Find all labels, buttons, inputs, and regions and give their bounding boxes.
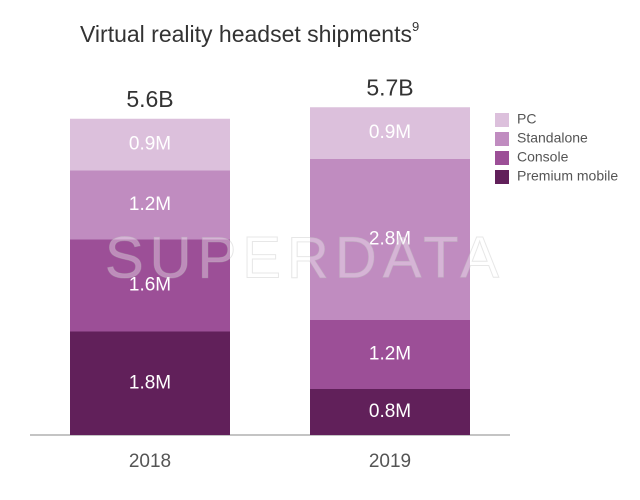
watermark: SUPERDATA: [105, 225, 505, 290]
chart-title: Virtual reality headset shipments9: [80, 19, 419, 47]
legend-label: Premium mobile: [517, 168, 618, 184]
title-text: Virtual reality headset shipments: [80, 21, 412, 47]
bar-segment: [310, 320, 470, 389]
total-label: 5.7B: [366, 74, 413, 100]
legend-swatch: [495, 151, 509, 165]
legend-label: PC: [517, 111, 536, 127]
legend-swatch: [495, 132, 509, 146]
bar-segment: [310, 159, 470, 320]
value-label: 1.2M: [129, 194, 171, 215]
bar-segment: [70, 331, 230, 435]
value-label: 0.9M: [129, 134, 171, 155]
total-label: 5.6B: [126, 86, 173, 112]
value-label: 1.8M: [129, 372, 171, 393]
bar-segment: [310, 389, 470, 435]
bar-segment: [70, 239, 230, 332]
value-label: 0.8M: [369, 401, 411, 422]
legend-swatch: [495, 113, 509, 127]
value-label: 2.8M: [369, 229, 411, 250]
legend-label: Console: [517, 149, 569, 165]
x-tick-label: 2018: [129, 451, 171, 472]
value-label: 1.2M: [369, 344, 411, 365]
legend-swatch: [495, 170, 509, 184]
bar-segment: [310, 107, 470, 159]
title-superscript: 9: [412, 19, 419, 34]
value-label: 0.9M: [369, 122, 411, 143]
x-tick-label: 2019: [369, 451, 411, 472]
bar-segment: [70, 118, 230, 171]
legend-label: Standalone: [517, 130, 588, 146]
value-label: 1.6M: [129, 275, 171, 296]
bar-segment: [70, 170, 230, 240]
